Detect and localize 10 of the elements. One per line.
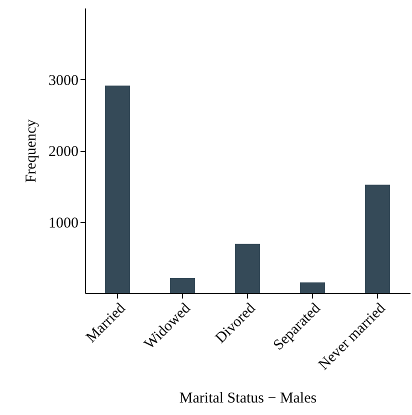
y-tick-label: 2000 xyxy=(48,144,78,160)
y-tick-label: 3000 xyxy=(48,72,78,89)
bar xyxy=(300,282,325,293)
y-axis-title: Frequency xyxy=(24,118,40,183)
bar xyxy=(105,86,130,293)
bar xyxy=(365,184,390,293)
bar xyxy=(170,278,195,293)
x-axis-title: Marital Status − Males xyxy=(179,390,317,407)
bar xyxy=(235,244,260,293)
y-tick-label: 1000 xyxy=(48,215,78,232)
